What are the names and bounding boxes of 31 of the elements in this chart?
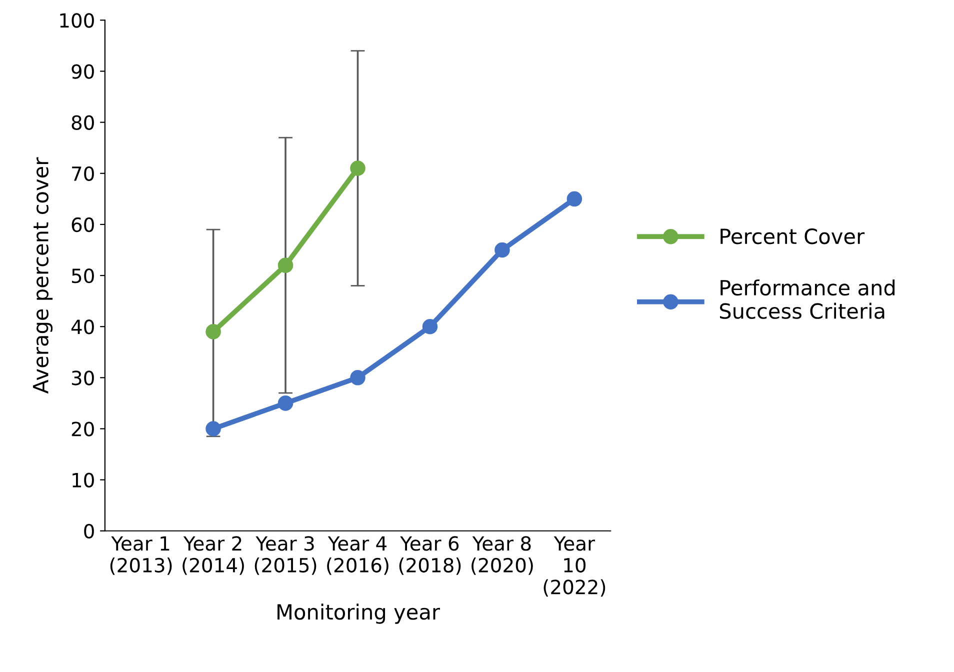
x-tick-label: Year 3 (2015): [254, 536, 316, 575]
legend-label: Performance and Success Criteria: [720, 279, 895, 319]
y-tick-label: 50: [72, 268, 94, 284]
point: [566, 191, 582, 207]
y-tick-label: 100: [60, 13, 94, 28]
y-tick-label: 20: [72, 422, 94, 436]
y-tick-label: 40: [71, 320, 94, 334]
y-axis-title: Average percent cover: [33, 157, 53, 394]
point: [494, 242, 510, 258]
x-tick-label: Year 2 (2014): [182, 536, 244, 575]
x-tick-label: Year 4 (2016): [327, 536, 388, 575]
legend-label: Percent Cover: [720, 228, 865, 244]
x-tick-label: Year 10 (2022): [544, 536, 606, 597]
point: [278, 396, 294, 411]
point: [350, 370, 366, 386]
point: [206, 421, 221, 436]
point: [422, 318, 438, 334]
x-tick-label: Year 1 (2013): [110, 536, 172, 575]
y-tick-label: 70: [72, 166, 94, 182]
y-tick-label: 60: [72, 217, 94, 232]
point: [206, 324, 221, 340]
y-tick-label: 10: [72, 472, 94, 488]
y-tick-label: 30: [72, 370, 94, 386]
point: [278, 258, 294, 273]
x-tick-label: Year 6 (2018): [399, 536, 461, 575]
y-tick-label: 0: [84, 524, 94, 539]
point: [350, 160, 366, 176]
y-tick-label: 90: [72, 64, 94, 79]
x-tick-label: Year 8 (2020): [472, 536, 533, 575]
x-axis-title: Monitoring year: [278, 604, 440, 624]
y-tick-label: 80: [72, 115, 94, 130]
